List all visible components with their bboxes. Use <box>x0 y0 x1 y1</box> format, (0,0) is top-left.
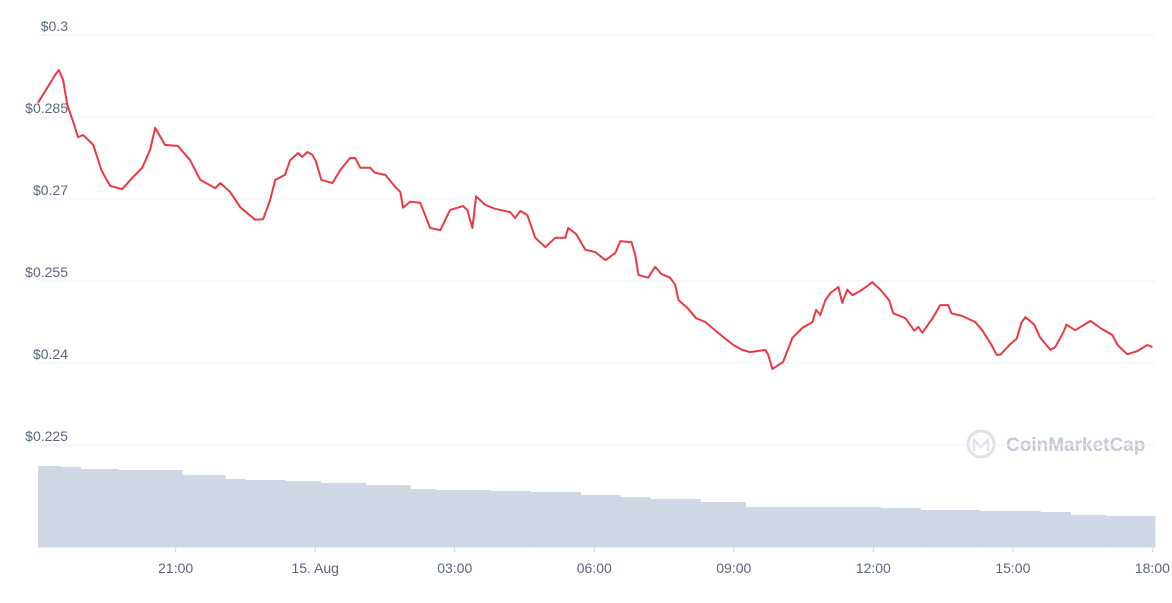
volume-bar <box>530 492 581 547</box>
volume-bar <box>1070 515 1106 547</box>
volume-bar <box>224 479 246 547</box>
volume-bar <box>745 507 801 547</box>
y-tick-label: $0.3 <box>41 18 68 34</box>
watermark-logo <box>966 429 996 459</box>
volume-bar <box>150 470 183 547</box>
volume-bar <box>80 469 119 547</box>
volume-bar <box>1040 512 1072 547</box>
volume-bar <box>284 481 321 547</box>
volume-bar <box>435 490 491 547</box>
volume-bar <box>1105 516 1156 547</box>
x-tick-label: 12:00 <box>856 560 891 576</box>
x-tick-label: 06:00 <box>577 560 612 576</box>
volume-bar <box>580 495 621 547</box>
volume-bar <box>800 507 846 547</box>
volume-bar <box>700 502 746 547</box>
x-tick-label: 03:00 <box>437 560 472 576</box>
volume-bar <box>920 510 981 547</box>
x-tick-label: 15. Aug <box>291 560 339 576</box>
volume-bar <box>320 483 366 547</box>
x-tick-label: 21:00 <box>158 560 193 576</box>
volume-bar <box>620 497 651 547</box>
x-tick-label: 18:00 <box>1135 560 1170 576</box>
volume-bar <box>410 489 436 547</box>
volume-bar <box>650 499 701 547</box>
volume-bar <box>880 508 921 547</box>
y-tick-label: $0.225 <box>25 428 68 444</box>
x-tick-label: 09:00 <box>716 560 751 576</box>
volume-bar <box>38 466 61 547</box>
y-tick-label: $0.27 <box>33 182 68 198</box>
plot: $0.3 $0.285 $0.27 $0.255 $0.24 $0.225 21:00 15.… <box>25 18 1170 576</box>
volume-bar <box>365 485 411 547</box>
price-line <box>37 69 1153 370</box>
volume-bar <box>845 507 881 547</box>
volume-bar <box>244 480 286 547</box>
volume-bar <box>117 470 151 547</box>
y-tick-label: $0.24 <box>33 346 68 362</box>
volume-bar <box>980 511 1041 547</box>
y-tick-label: $0.285 <box>25 100 68 116</box>
y-tick-label: $0.255 <box>25 264 68 280</box>
volume-bar <box>182 475 226 547</box>
volume-bar <box>60 467 81 547</box>
volume-bar <box>490 491 531 547</box>
x-tick-label: 15:00 <box>995 560 1030 576</box>
